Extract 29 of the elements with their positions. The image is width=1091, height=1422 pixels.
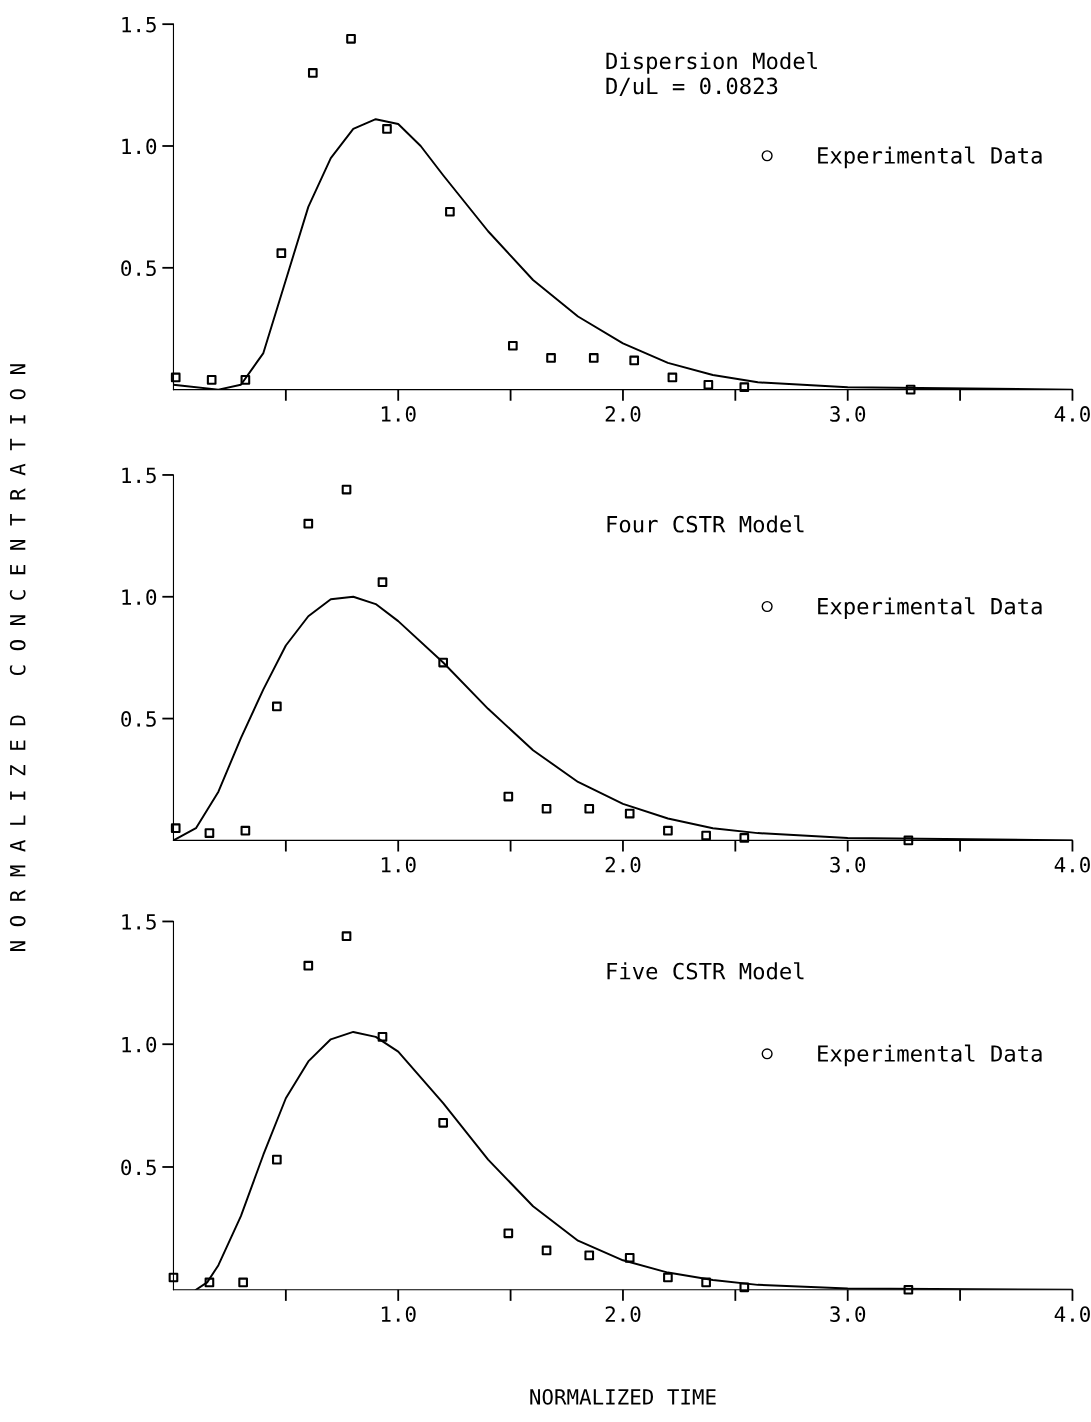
x-tick-label: 2.0 xyxy=(605,1306,641,1322)
y-tick-label: 0.5 xyxy=(121,711,156,727)
y-tick-label: 0.5 xyxy=(121,260,156,277)
x-tick-label: 3.0 xyxy=(830,406,866,422)
x-tick-label: 2.0 xyxy=(605,856,641,873)
x-tick-label: 3.0 xyxy=(830,856,866,873)
legend-label: Experimental Data xyxy=(818,597,1042,619)
annotation: Four CSTR Model xyxy=(607,515,804,533)
legend-label: Experimental Data xyxy=(818,1044,1042,1067)
x-tick-label: 4.0 xyxy=(1054,406,1090,422)
y-tick-label: 1.5 xyxy=(122,467,156,484)
x-tick-label: 2.0 xyxy=(605,406,641,422)
y-tick-label: 1.5 xyxy=(122,16,156,33)
x-tick-label: 4.0 xyxy=(1054,856,1090,873)
y-tick-label: 1.0 xyxy=(122,1036,157,1053)
legend-label: Experimental Data xyxy=(818,146,1042,169)
y-tick-label: 0.5 xyxy=(121,1159,156,1176)
annotation: Five CSTR Model xyxy=(607,962,804,980)
x-tick-label: 1.0 xyxy=(381,1306,416,1322)
x-axis-title: NORMALIZED TIME xyxy=(530,1388,716,1405)
x-tick-label: 1.0 xyxy=(381,406,416,422)
y-axis-title: N O R M A L I Z E D C O N C E N T R A T I O N xyxy=(9,364,26,952)
annotation: Dispersion Model D/uL = 0.0823 xyxy=(606,52,817,97)
x-tick-label: 3.0 xyxy=(830,1306,866,1322)
x-tick-label: 4.0 xyxy=(1054,1306,1090,1322)
y-tick-label: 1.0 xyxy=(122,138,157,155)
y-tick-label: 1.5 xyxy=(122,914,156,930)
x-tick-label: 1.0 xyxy=(381,856,416,873)
y-tick-label: 1.0 xyxy=(122,589,157,606)
